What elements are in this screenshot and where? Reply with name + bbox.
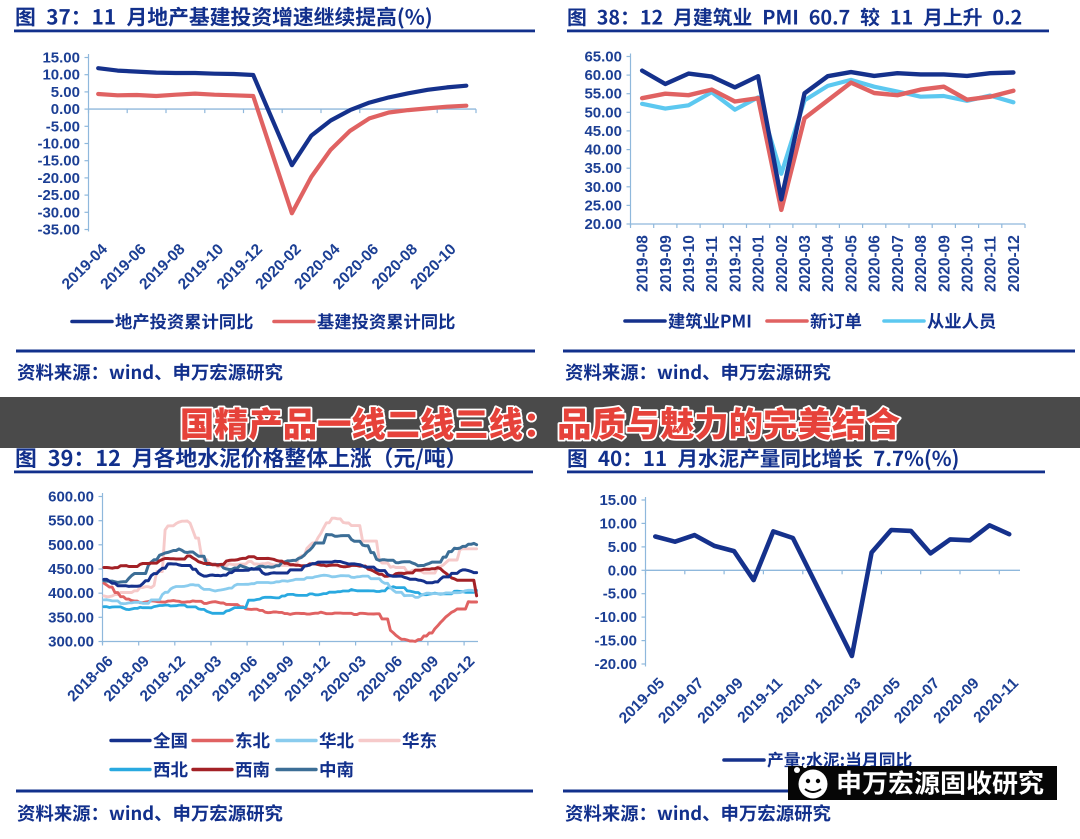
svg-text:-10.00: -10.00 (37, 136, 80, 153)
svg-text:30.00: 30.00 (584, 179, 622, 196)
svg-text:10.00: 10.00 (42, 67, 80, 84)
svg-text:5.00: 5.00 (51, 84, 80, 101)
svg-text:2020-02: 2020-02 (774, 235, 791, 292)
svg-text:2020-08: 2020-08 (913, 235, 930, 292)
svg-text:550.00: 550.00 (48, 513, 94, 530)
svg-text:2020-05: 2020-05 (844, 235, 861, 292)
svg-text:-15.00: -15.00 (37, 153, 80, 170)
svg-text:500.00: 500.00 (48, 537, 94, 554)
svg-text:2019-11: 2019-11 (704, 236, 721, 292)
svg-text:400.00: 400.00 (48, 585, 94, 602)
svg-text:2020-11: 2020-11 (983, 236, 1000, 292)
svg-text:-10.00: -10.00 (594, 609, 637, 626)
svg-text:20.00: 20.00 (584, 216, 622, 233)
svg-text:-5.00: -5.00 (46, 118, 80, 135)
svg-text:-35.00: -35.00 (37, 222, 80, 239)
svg-text:-20.00: -20.00 (594, 656, 637, 673)
svg-text:45.00: 45.00 (584, 123, 622, 140)
svg-text:2019-12: 2019-12 (727, 235, 744, 292)
svg-text:2019-10: 2019-10 (681, 235, 698, 292)
svg-text:10.00: 10.00 (599, 515, 637, 532)
svg-text:25.00: 25.00 (584, 197, 622, 214)
svg-text:2019-09: 2019-09 (658, 235, 675, 292)
svg-text:-20.00: -20.00 (37, 170, 80, 187)
svg-text:300.00: 300.00 (48, 634, 94, 651)
svg-text:2020-01: 2020-01 (751, 235, 768, 292)
svg-text:2020-12: 2020-12 (1006, 235, 1023, 292)
svg-text:60.00: 60.00 (584, 67, 622, 84)
svg-text:2020-09: 2020-09 (936, 235, 953, 292)
svg-text:-30.00: -30.00 (37, 204, 80, 221)
svg-text:-25.00: -25.00 (37, 187, 80, 204)
svg-text:2020-07: 2020-07 (890, 235, 907, 292)
svg-text:-15.00: -15.00 (594, 633, 637, 650)
svg-text:50.00: 50.00 (584, 104, 622, 121)
svg-text:40.00: 40.00 (584, 142, 622, 159)
svg-text:450.00: 450.00 (48, 561, 94, 578)
svg-text:2020-04: 2020-04 (820, 235, 837, 292)
svg-text:15.00: 15.00 (599, 492, 637, 509)
svg-text:2019-08: 2019-08 (635, 235, 652, 292)
svg-text:55.00: 55.00 (584, 86, 622, 103)
svg-text:15.00: 15.00 (42, 50, 80, 67)
svg-text:350.00: 350.00 (48, 609, 94, 626)
svg-text:2020-06: 2020-06 (867, 235, 884, 292)
svg-text:65.00: 65.00 (584, 49, 622, 66)
svg-text:5.00: 5.00 (608, 539, 637, 556)
svg-text:2020-10: 2020-10 (960, 235, 977, 292)
svg-text:2020-03: 2020-03 (797, 235, 814, 292)
svg-text:0.00: 0.00 (51, 101, 80, 118)
svg-text:35.00: 35.00 (584, 160, 622, 177)
svg-text:600.00: 600.00 (48, 489, 94, 506)
svg-text:0.00: 0.00 (608, 562, 637, 579)
svg-text:-5.00: -5.00 (603, 586, 637, 603)
